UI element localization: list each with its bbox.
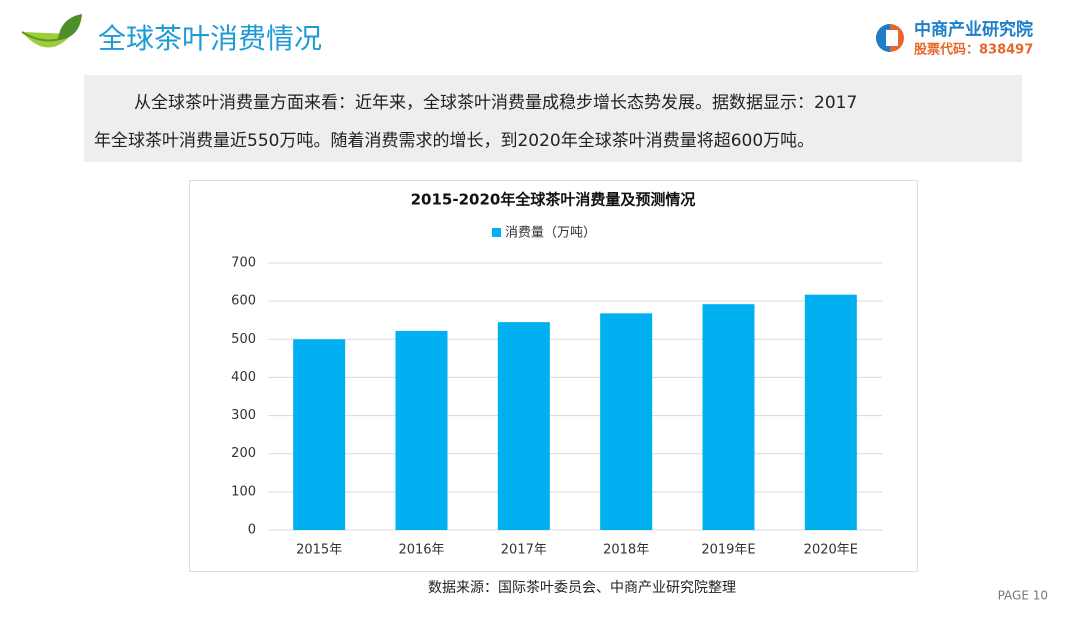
y-tick-label: 200 [231,446,256,461]
slide-title: 全球茶叶消费情况 [98,22,322,55]
x-tick-label: 2017年 [501,543,547,558]
bar [497,322,550,530]
bar [702,304,755,530]
y-tick-label: 100 [231,484,256,499]
x-tick-label: 2018年 [603,543,649,558]
page-number: PAGE 10 [998,589,1048,603]
x-tick-label: 2020年E [804,543,858,558]
stock-code: 股票代码：838497 [914,42,1033,58]
bar [395,330,448,530]
y-tick-label: 400 [231,370,256,385]
legend-swatch [492,228,501,237]
tea-icon [21,14,82,48]
y-tick-label: 600 [231,294,256,309]
y-tick-label: 500 [231,332,256,347]
y-tick-label: 700 [231,256,256,271]
source-note: 数据来源：国际茶叶委员会、中商产业研究院整理 [428,580,736,596]
y-tick-label: 300 [231,408,256,423]
x-tick-label: 2016年 [398,543,444,558]
y-tick-label: 0 [248,523,256,538]
brand-logo [876,24,904,52]
bar [804,294,857,530]
paragraph-line: 年全球茶叶消费量近550万吨。随着消费需求的增长，到2020年全球茶叶消费量将超… [94,131,814,151]
x-tick-label: 2019年E [701,543,755,558]
paragraph-box [84,75,1022,162]
x-tick-label: 2015年 [296,543,342,558]
chart-title: 2015-2020年全球茶叶消费量及预测情况 [411,191,696,209]
bar [600,313,653,530]
bar [293,339,346,530]
paragraph-line: 从全球茶叶消费量方面来看：近年来，全球茶叶消费量成稳步增长态势发展。据数据显示：… [134,93,857,113]
brand-name: 中商产业研究院 [914,19,1033,40]
legend-label: 消费量（万吨） [505,226,596,241]
